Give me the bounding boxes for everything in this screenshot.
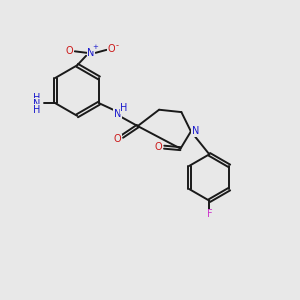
Text: H: H bbox=[33, 105, 40, 115]
Text: N: N bbox=[192, 126, 199, 136]
Text: O: O bbox=[114, 134, 121, 144]
Text: N: N bbox=[33, 99, 40, 109]
Text: N: N bbox=[88, 48, 95, 58]
Text: N: N bbox=[114, 109, 121, 118]
Text: O: O bbox=[155, 142, 163, 152]
Text: H: H bbox=[120, 103, 128, 113]
Text: H: H bbox=[33, 93, 40, 103]
Text: O: O bbox=[107, 44, 115, 54]
Text: -: - bbox=[116, 41, 119, 50]
Text: O: O bbox=[66, 46, 74, 56]
Text: F: F bbox=[206, 209, 212, 219]
Text: +: + bbox=[92, 44, 98, 50]
